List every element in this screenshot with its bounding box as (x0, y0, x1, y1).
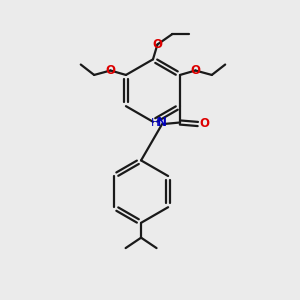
Text: O: O (200, 118, 209, 130)
Text: N: N (157, 116, 167, 129)
Text: O: O (190, 64, 200, 77)
Text: H: H (151, 118, 160, 128)
Text: O: O (152, 38, 162, 51)
Text: O: O (106, 64, 116, 77)
